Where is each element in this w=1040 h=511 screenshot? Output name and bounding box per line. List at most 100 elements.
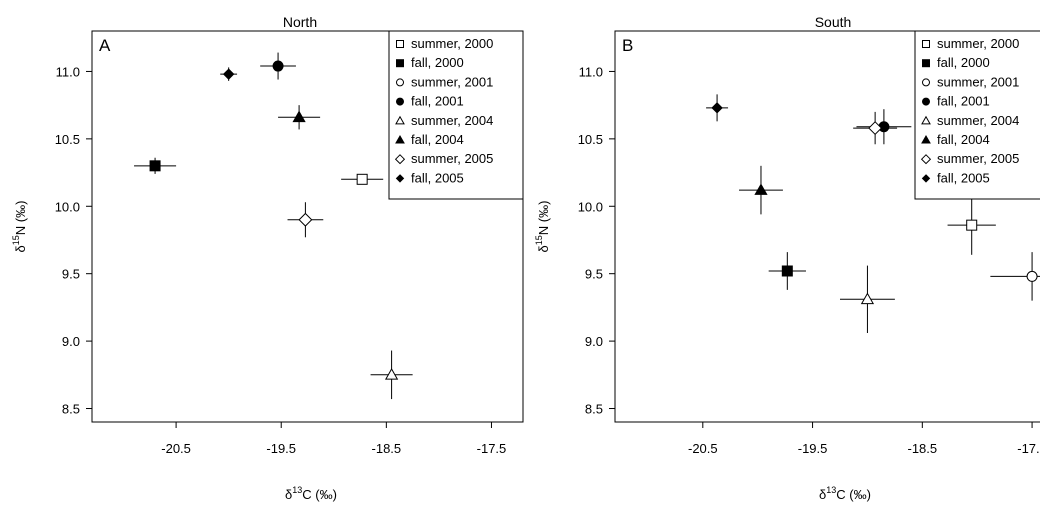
panel-b: South B -20.5 -19.5 -18.5 -17.5 8.5 9.0 9.5 10.0 1… <box>534 14 1040 502</box>
panel-title: North <box>283 14 317 30</box>
x-tick-label: -17.5 <box>477 441 507 456</box>
data-point <box>341 173 384 185</box>
y-axis-label-delta: δ <box>536 245 551 252</box>
y-axis-label-superscript: 15 <box>11 235 21 245</box>
legend-marker <box>396 78 404 87</box>
legend-label: fall, 2001 <box>937 94 990 109</box>
legend-box <box>388 30 524 200</box>
y-tick-label: 9.0 <box>585 334 603 349</box>
y-axis-label-unit: N (‰) <box>13 201 28 236</box>
legend-marker <box>395 174 405 183</box>
y-tick-label: 10.0 <box>55 199 80 214</box>
x-tick-label: -20.5 <box>161 441 191 456</box>
legend-marker <box>922 97 930 106</box>
data-marker <box>272 60 284 72</box>
x-axis-label-delta: δ <box>819 487 826 502</box>
legend-marker <box>921 134 931 144</box>
legend-label: fall, 2004 <box>937 132 990 147</box>
data-point <box>840 265 895 334</box>
data-marker <box>868 121 883 136</box>
y-tick-label: 11.0 <box>579 64 603 79</box>
data-point <box>134 157 177 174</box>
data-point <box>370 350 413 400</box>
legend-label: fall, 2005 <box>411 170 464 185</box>
data-point <box>278 105 321 130</box>
y-tick-label: 9.0 <box>62 334 80 349</box>
y-axis-label-unit: N (‰) <box>536 201 551 236</box>
y-axis-label-superscript: 15 <box>534 235 544 245</box>
x-axis-label: δ13C (‰) <box>819 485 871 502</box>
legend-marker <box>922 78 930 87</box>
legend-label: summer, 2000 <box>937 36 1019 51</box>
data-point <box>853 111 898 145</box>
legend-marker <box>921 174 931 183</box>
data-marker <box>754 183 768 195</box>
legend-label: fall, 2000 <box>411 55 464 70</box>
data-marker <box>711 102 723 114</box>
data-point <box>260 52 296 80</box>
x-tick-label: -19.5 <box>798 441 828 456</box>
legend-label: summer, 2005 <box>937 151 1019 166</box>
legend-label: fall, 2005 <box>937 170 990 185</box>
legend-marker <box>396 97 404 106</box>
data-point <box>947 195 996 255</box>
x-axis-label-delta: δ <box>285 487 292 502</box>
legend-marker <box>921 115 931 125</box>
x-axis-label-unit: C (‰) <box>836 487 871 502</box>
panel-a: North A -20.5 -19.5 -18.5 -17.5 8.5 9.0 9.5 10.0 1… <box>11 14 524 502</box>
legend-label: summer, 2004 <box>411 113 493 128</box>
data-marker <box>781 265 793 277</box>
data-point <box>287 202 324 238</box>
plot-frame <box>614 30 1040 423</box>
y-tick-label: 11.0 <box>56 64 80 79</box>
panel-letter: B <box>622 36 633 55</box>
data-point <box>739 165 783 215</box>
y-axis-label: δ15N (‰) <box>534 201 551 253</box>
y-axis-label: δ15N (‰) <box>11 201 28 253</box>
data-point <box>856 109 912 145</box>
legend-marker <box>922 40 930 48</box>
data-marker <box>292 110 306 123</box>
panel-title: South <box>815 14 852 30</box>
y-tick-label: 8.5 <box>585 402 603 417</box>
data-marker <box>222 68 235 80</box>
x-tick-label: -18.5 <box>372 441 402 456</box>
legend-box <box>914 30 1040 200</box>
x-tick-label: -18.5 <box>907 441 937 456</box>
y-tick-label: 10.5 <box>578 132 603 147</box>
x-tick-label: -19.5 <box>266 441 296 456</box>
x-axis-label-superscript: 13 <box>826 485 836 495</box>
y-tick-label: 9.5 <box>62 267 80 282</box>
legend-marker <box>920 154 932 165</box>
y-tick-label: 10.5 <box>55 132 80 147</box>
x-axis-label-unit: C (‰) <box>302 487 337 502</box>
data-marker <box>384 368 399 380</box>
legend-marker <box>394 154 406 165</box>
data-marker <box>860 292 875 305</box>
legend-label: summer, 2000 <box>411 36 493 51</box>
legend-marker <box>396 40 404 48</box>
y-tick-label: 10.0 <box>578 199 603 214</box>
data-point <box>768 252 806 290</box>
panel-letter: A <box>99 36 111 55</box>
legend-label: summer, 2001 <box>937 74 1019 89</box>
legend-label: summer, 2001 <box>411 74 493 89</box>
legend-marker <box>395 115 405 125</box>
y-tick-label: 9.5 <box>585 267 603 282</box>
data-marker <box>966 219 978 231</box>
data-point <box>990 252 1040 301</box>
legend: summer, 2000 fall, 2000 summer, 2001 fall, … <box>914 30 1040 200</box>
legend-label: fall, 2004 <box>411 132 464 147</box>
y-tick-label: 8.5 <box>62 402 80 417</box>
legend-label: fall, 2001 <box>411 94 464 109</box>
legend-marker <box>396 59 404 68</box>
legend-label: fall, 2000 <box>937 55 990 70</box>
x-axis-label-superscript: 13 <box>292 485 302 495</box>
data-point <box>220 67 238 81</box>
y-axis-label-delta: δ <box>13 245 28 252</box>
legend: summer, 2000 fall, 2000 summer, 2001 fall, … <box>388 30 524 200</box>
x-tick-label: -20.5 <box>688 441 718 456</box>
data-marker <box>356 173 368 185</box>
